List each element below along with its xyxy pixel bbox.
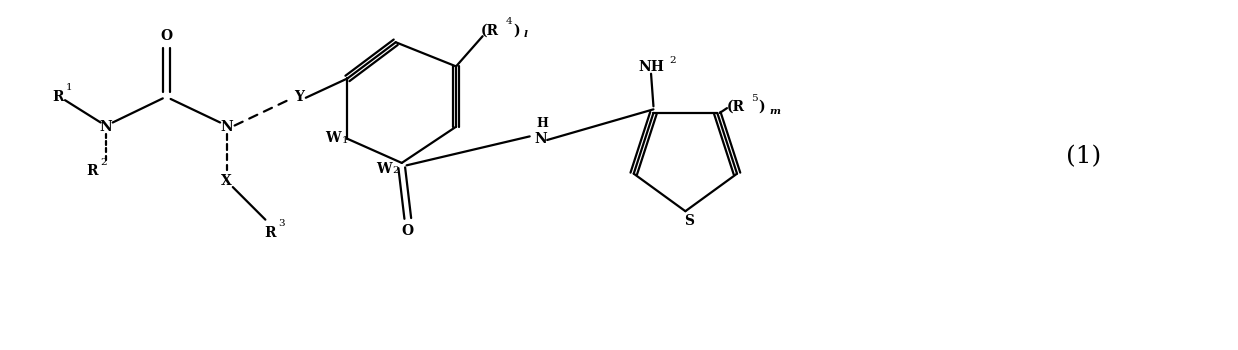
Text: 3: 3 [279, 219, 285, 228]
Text: W: W [376, 162, 391, 176]
Text: O: O [401, 224, 413, 238]
Text: (R: (R [480, 23, 499, 37]
Text: 2: 2 [392, 166, 399, 175]
Text: (R: (R [727, 100, 744, 114]
Text: (1): (1) [1066, 145, 1102, 168]
Text: Y: Y [295, 90, 305, 104]
Text: m: m [769, 107, 780, 116]
Text: R: R [85, 164, 98, 178]
Text: X: X [222, 174, 233, 188]
Text: NH: NH [638, 60, 664, 74]
Text: l: l [524, 30, 527, 39]
Text: S: S [685, 214, 695, 228]
Text: 4: 4 [505, 17, 513, 26]
Text: 1: 1 [67, 83, 73, 92]
Text: N: N [100, 120, 113, 134]
Text: ): ) [759, 100, 765, 114]
Text: 5: 5 [751, 94, 758, 103]
Text: N: N [220, 120, 233, 134]
Text: 1: 1 [342, 136, 348, 145]
Text: N: N [534, 132, 547, 146]
Text: R: R [265, 226, 276, 240]
Text: W: W [326, 131, 340, 145]
Text: O: O [161, 29, 172, 43]
Text: 2: 2 [670, 56, 676, 65]
Text: R: R [52, 90, 63, 104]
Text: H: H [536, 117, 548, 130]
Text: ): ) [513, 23, 520, 37]
Text: 2: 2 [100, 158, 106, 167]
